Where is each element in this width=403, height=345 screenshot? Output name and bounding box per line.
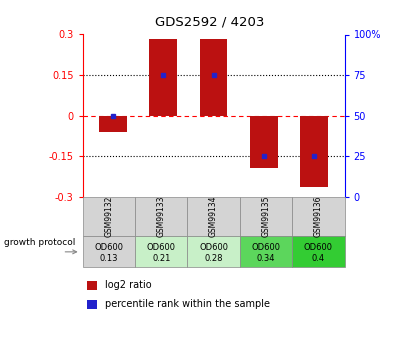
- Bar: [301, 116, 328, 187]
- Text: 0.4: 0.4: [312, 254, 325, 263]
- Text: GSM99136: GSM99136: [314, 196, 323, 237]
- Text: GSM99134: GSM99134: [209, 196, 218, 237]
- Text: OD600: OD600: [199, 243, 228, 252]
- Text: 0.28: 0.28: [204, 254, 223, 263]
- Text: OD600: OD600: [251, 243, 280, 252]
- Text: GSM99133: GSM99133: [157, 196, 166, 237]
- Text: 0.13: 0.13: [100, 254, 118, 263]
- Bar: [99, 116, 127, 132]
- Bar: [250, 116, 278, 168]
- Text: log2 ratio: log2 ratio: [105, 280, 152, 290]
- Text: GSM99132: GSM99132: [104, 196, 113, 237]
- Text: percentile rank within the sample: percentile rank within the sample: [105, 299, 270, 309]
- Text: OD600: OD600: [147, 243, 176, 252]
- Text: GSM99135: GSM99135: [262, 196, 270, 237]
- Bar: [200, 39, 227, 116]
- Text: OD600: OD600: [94, 243, 123, 252]
- Text: 0.21: 0.21: [152, 254, 170, 263]
- Text: growth protocol: growth protocol: [4, 238, 75, 247]
- Text: GDS2592 / 4203: GDS2592 / 4203: [155, 16, 264, 29]
- Text: 0.34: 0.34: [257, 254, 275, 263]
- Text: OD600: OD600: [304, 243, 333, 252]
- Bar: [150, 39, 177, 116]
